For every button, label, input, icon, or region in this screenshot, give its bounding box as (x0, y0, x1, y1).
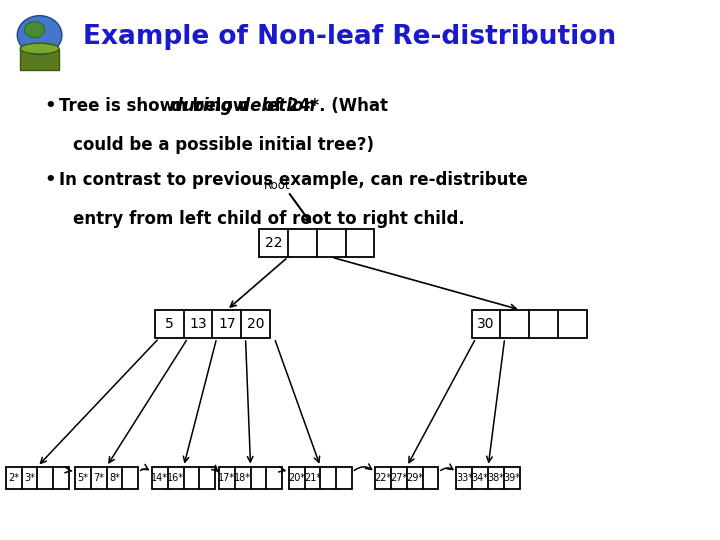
Ellipse shape (24, 22, 45, 38)
FancyBboxPatch shape (152, 467, 215, 489)
Text: entry from left child of root to right child.: entry from left child of root to right c… (73, 210, 465, 228)
FancyBboxPatch shape (259, 229, 374, 257)
Text: 29*: 29* (406, 473, 423, 483)
Text: 30: 30 (477, 317, 495, 331)
FancyBboxPatch shape (6, 467, 69, 489)
Text: 13: 13 (189, 317, 207, 331)
FancyBboxPatch shape (219, 467, 282, 489)
Text: 14*: 14* (151, 473, 168, 483)
FancyBboxPatch shape (155, 310, 270, 338)
Ellipse shape (20, 43, 59, 54)
Ellipse shape (17, 16, 62, 55)
Text: 17*: 17* (218, 473, 235, 483)
FancyBboxPatch shape (75, 467, 138, 489)
Text: Tree is shown below: Tree is shown below (59, 97, 254, 115)
Text: 18*: 18* (234, 473, 251, 483)
Text: 39*: 39* (503, 473, 521, 483)
Text: of 24*. (What: of 24*. (What (257, 97, 388, 115)
Text: •: • (45, 97, 56, 115)
Text: 17: 17 (218, 317, 235, 331)
Text: 8*: 8* (109, 473, 120, 483)
Text: 20: 20 (247, 317, 264, 331)
Text: during deletion: during deletion (171, 97, 315, 115)
FancyBboxPatch shape (20, 49, 59, 70)
Text: 21*: 21* (304, 473, 321, 483)
Text: could be a possible initial tree?): could be a possible initial tree?) (73, 136, 374, 154)
FancyBboxPatch shape (289, 467, 352, 489)
Text: 34*: 34* (472, 473, 489, 483)
Text: 16*: 16* (167, 473, 184, 483)
Text: 5: 5 (165, 317, 174, 331)
Text: 20*: 20* (288, 473, 305, 483)
Text: 38*: 38* (487, 473, 505, 483)
Text: 22: 22 (265, 236, 282, 250)
Text: 22*: 22* (374, 473, 392, 483)
Text: 2*: 2* (8, 473, 19, 483)
Text: Example of Non-leaf Re-distribution: Example of Non-leaf Re-distribution (83, 24, 616, 50)
Text: 27*: 27* (390, 473, 408, 483)
Text: Root: Root (264, 179, 290, 192)
Text: 33*: 33* (456, 473, 473, 483)
Text: •: • (45, 171, 56, 189)
FancyBboxPatch shape (375, 467, 438, 489)
Text: In contrast to previous example, can re-distribute: In contrast to previous example, can re-… (59, 171, 528, 189)
Text: 5*: 5* (77, 473, 89, 483)
Text: 7*: 7* (93, 473, 104, 483)
FancyBboxPatch shape (472, 310, 587, 338)
Text: 3*: 3* (24, 473, 35, 483)
FancyBboxPatch shape (456, 467, 520, 489)
